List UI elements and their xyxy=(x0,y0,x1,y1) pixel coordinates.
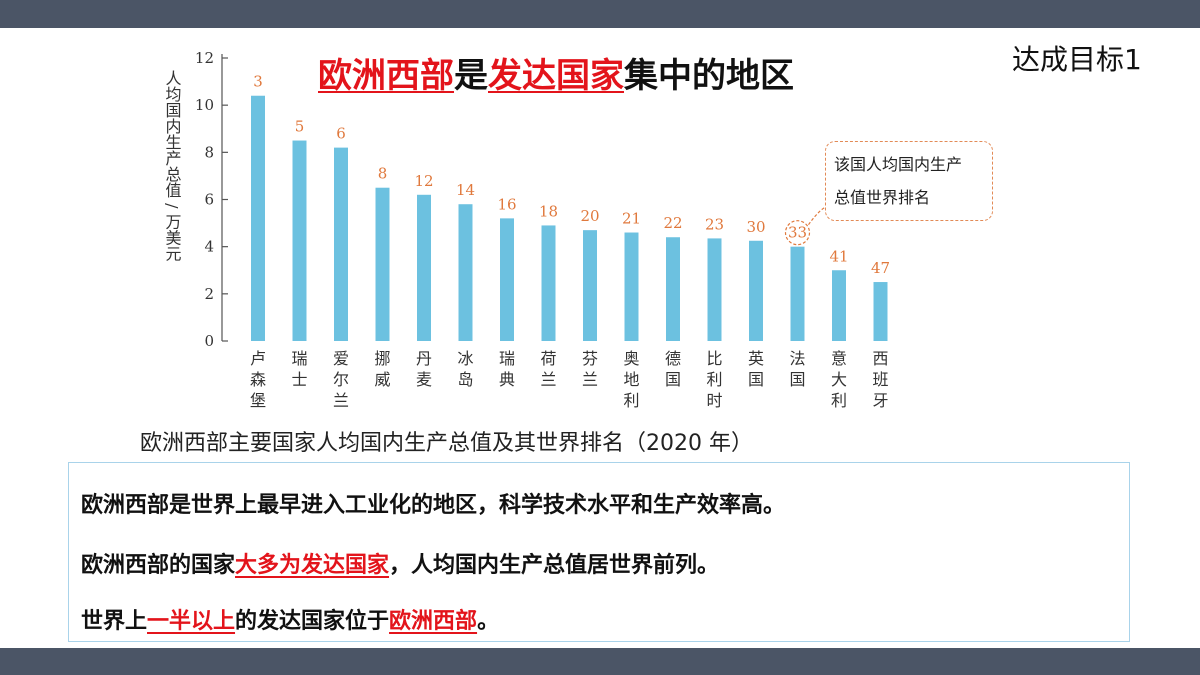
bar-2 xyxy=(334,147,348,341)
rank-label-7: 18 xyxy=(539,202,558,220)
bar-4 xyxy=(417,194,431,341)
summary-line-2-highlight: 大多为发达国家 xyxy=(235,553,390,578)
y-axis-label: 人均国内生产总值 / 万美元 xyxy=(163,70,182,262)
summary-line-3-highlight-region: 欧洲西部 xyxy=(389,609,478,634)
gdp-bar-chart: 0 2 4 6 8 10 12 人均国内生产总值 / 万美元 3 卢森堡 5 瑞士 6 爱尔兰 8 挪威 12… xyxy=(163,49,891,410)
bar-10 xyxy=(666,237,680,341)
category-label-5: 冰岛 xyxy=(457,349,473,389)
bar-1 xyxy=(292,140,307,341)
rank-label-4: 12 xyxy=(414,172,433,190)
category-label-7: 荷兰 xyxy=(540,349,556,389)
chart-bars: 3 卢森堡 5 瑞士 6 爱尔兰 8 挪威 12 丹麦 14 冰岛 16 瑞典 18 荷兰 20 芬兰 21 奥地利 2… xyxy=(250,73,890,410)
summary-line-2-a: 欧洲西部的国家 xyxy=(81,553,236,578)
rank-callout: 该国人均国内生产 总值世界排名 xyxy=(825,141,993,221)
rank-label-10: 22 xyxy=(663,214,682,232)
category-label-2: 爱尔兰 xyxy=(333,349,349,410)
rank-label-14: 41 xyxy=(829,247,848,265)
bar-3 xyxy=(375,187,390,341)
y-tick-label-4: 4 xyxy=(204,238,214,256)
rank-label-1: 5 xyxy=(295,118,305,136)
category-label-11: 比利时 xyxy=(706,349,722,410)
summary-box: 欧洲西部是世界上最早进入工业化的地区，科学技术水平和生产效率高。 欧洲西部的国家… xyxy=(68,462,1130,642)
bar-7 xyxy=(541,225,556,341)
rank-label-12: 30 xyxy=(746,218,765,236)
bar-14 xyxy=(832,270,846,341)
rank-label-5: 14 xyxy=(456,181,475,199)
summary-line-3-a: 世界上 xyxy=(81,609,148,634)
category-label-15: 西班牙 xyxy=(872,349,888,410)
title-part-developed-countries: 发达国家 xyxy=(488,56,624,96)
category-label-1: 瑞士 xyxy=(291,349,307,389)
y-tick-label-6: 6 xyxy=(204,191,214,209)
rank-label-9: 21 xyxy=(622,210,641,228)
summary-line-3-highlight-half: 一半以上 xyxy=(147,609,236,634)
summary-line-1: 欧洲西部是世界上最早进入工业化的地区，科学技术水平和生产效率高。 xyxy=(81,493,786,518)
bar-9 xyxy=(624,232,639,341)
rank-label-2: 6 xyxy=(336,125,346,143)
category-label-12: 英国 xyxy=(748,349,764,389)
chart-caption: 欧洲西部主要国家人均国内生产总值及其世界排名（2020 年） xyxy=(140,431,753,456)
category-label-3: 挪威 xyxy=(374,349,390,389)
y-tick-label-2: 2 xyxy=(204,285,214,303)
summary-line-2-c: ，人均国内生产总值居世界前列。 xyxy=(389,553,720,578)
category-label-0: 卢森堡 xyxy=(250,349,266,410)
y-tick-label-8: 8 xyxy=(204,143,214,161)
bar-5 xyxy=(458,204,473,341)
category-label-4: 丹麦 xyxy=(416,349,432,389)
category-label-6: 瑞典 xyxy=(499,349,515,389)
summary-line-3-c: 的发达国家位于 xyxy=(235,609,390,634)
rank-label-13: 33 xyxy=(788,224,807,242)
bar-11 xyxy=(707,238,722,341)
category-label-13: 法国 xyxy=(789,349,805,389)
rank-label-0: 3 xyxy=(253,73,263,91)
summary-line-2: 欧洲西部的国家大多为发达国家，人均国内生产总值居世界前列。 xyxy=(81,547,719,579)
y-tick-label-10: 10 xyxy=(195,96,214,114)
rank-label-11: 23 xyxy=(705,215,724,233)
bar-0 xyxy=(251,95,265,341)
summary-line-3: 世界上一半以上的发达国家位于欧洲西部。 xyxy=(81,603,499,635)
rank-label-3: 8 xyxy=(378,165,388,183)
bar-13 xyxy=(790,246,805,341)
rank-label-8: 20 xyxy=(580,207,599,225)
category-label-9: 奥地利 xyxy=(623,349,639,410)
title-part-western-europe: 欧洲西部 xyxy=(318,56,454,96)
rank-label-15: 47 xyxy=(871,259,890,277)
highlight-rank-circle xyxy=(784,220,811,246)
callout-line-2: 总值世界排名 xyxy=(834,188,931,207)
top-frame-bar xyxy=(0,0,1200,28)
slide-title: 欧洲西部是发达国家集中的地区 xyxy=(318,48,794,97)
bar-12 xyxy=(749,240,763,341)
category-label-14: 意大利 xyxy=(831,349,847,410)
y-tick-label-12: 12 xyxy=(195,49,214,67)
bar-6 xyxy=(500,218,514,341)
bar-15 xyxy=(873,282,888,341)
category-label-8: 芬兰 xyxy=(582,349,598,389)
bar-8 xyxy=(583,230,597,341)
title-part-concentrated-region: 集中的地区 xyxy=(624,56,794,96)
summary-line-3-e: 。 xyxy=(477,609,500,634)
title-part-is: 是 xyxy=(454,56,488,96)
category-label-10: 德国 xyxy=(665,349,681,389)
chart-axes: 0 2 4 6 8 10 12 人均国内生产总值 / 万美元 xyxy=(163,49,228,350)
rank-label-6: 16 xyxy=(497,195,516,213)
bottom-frame-bar xyxy=(0,648,1200,675)
callout-line-1: 该国人均国内生产 xyxy=(834,155,963,174)
goal-label: 达成目标1 xyxy=(1012,43,1142,76)
y-tick-label-0: 0 xyxy=(204,332,214,350)
